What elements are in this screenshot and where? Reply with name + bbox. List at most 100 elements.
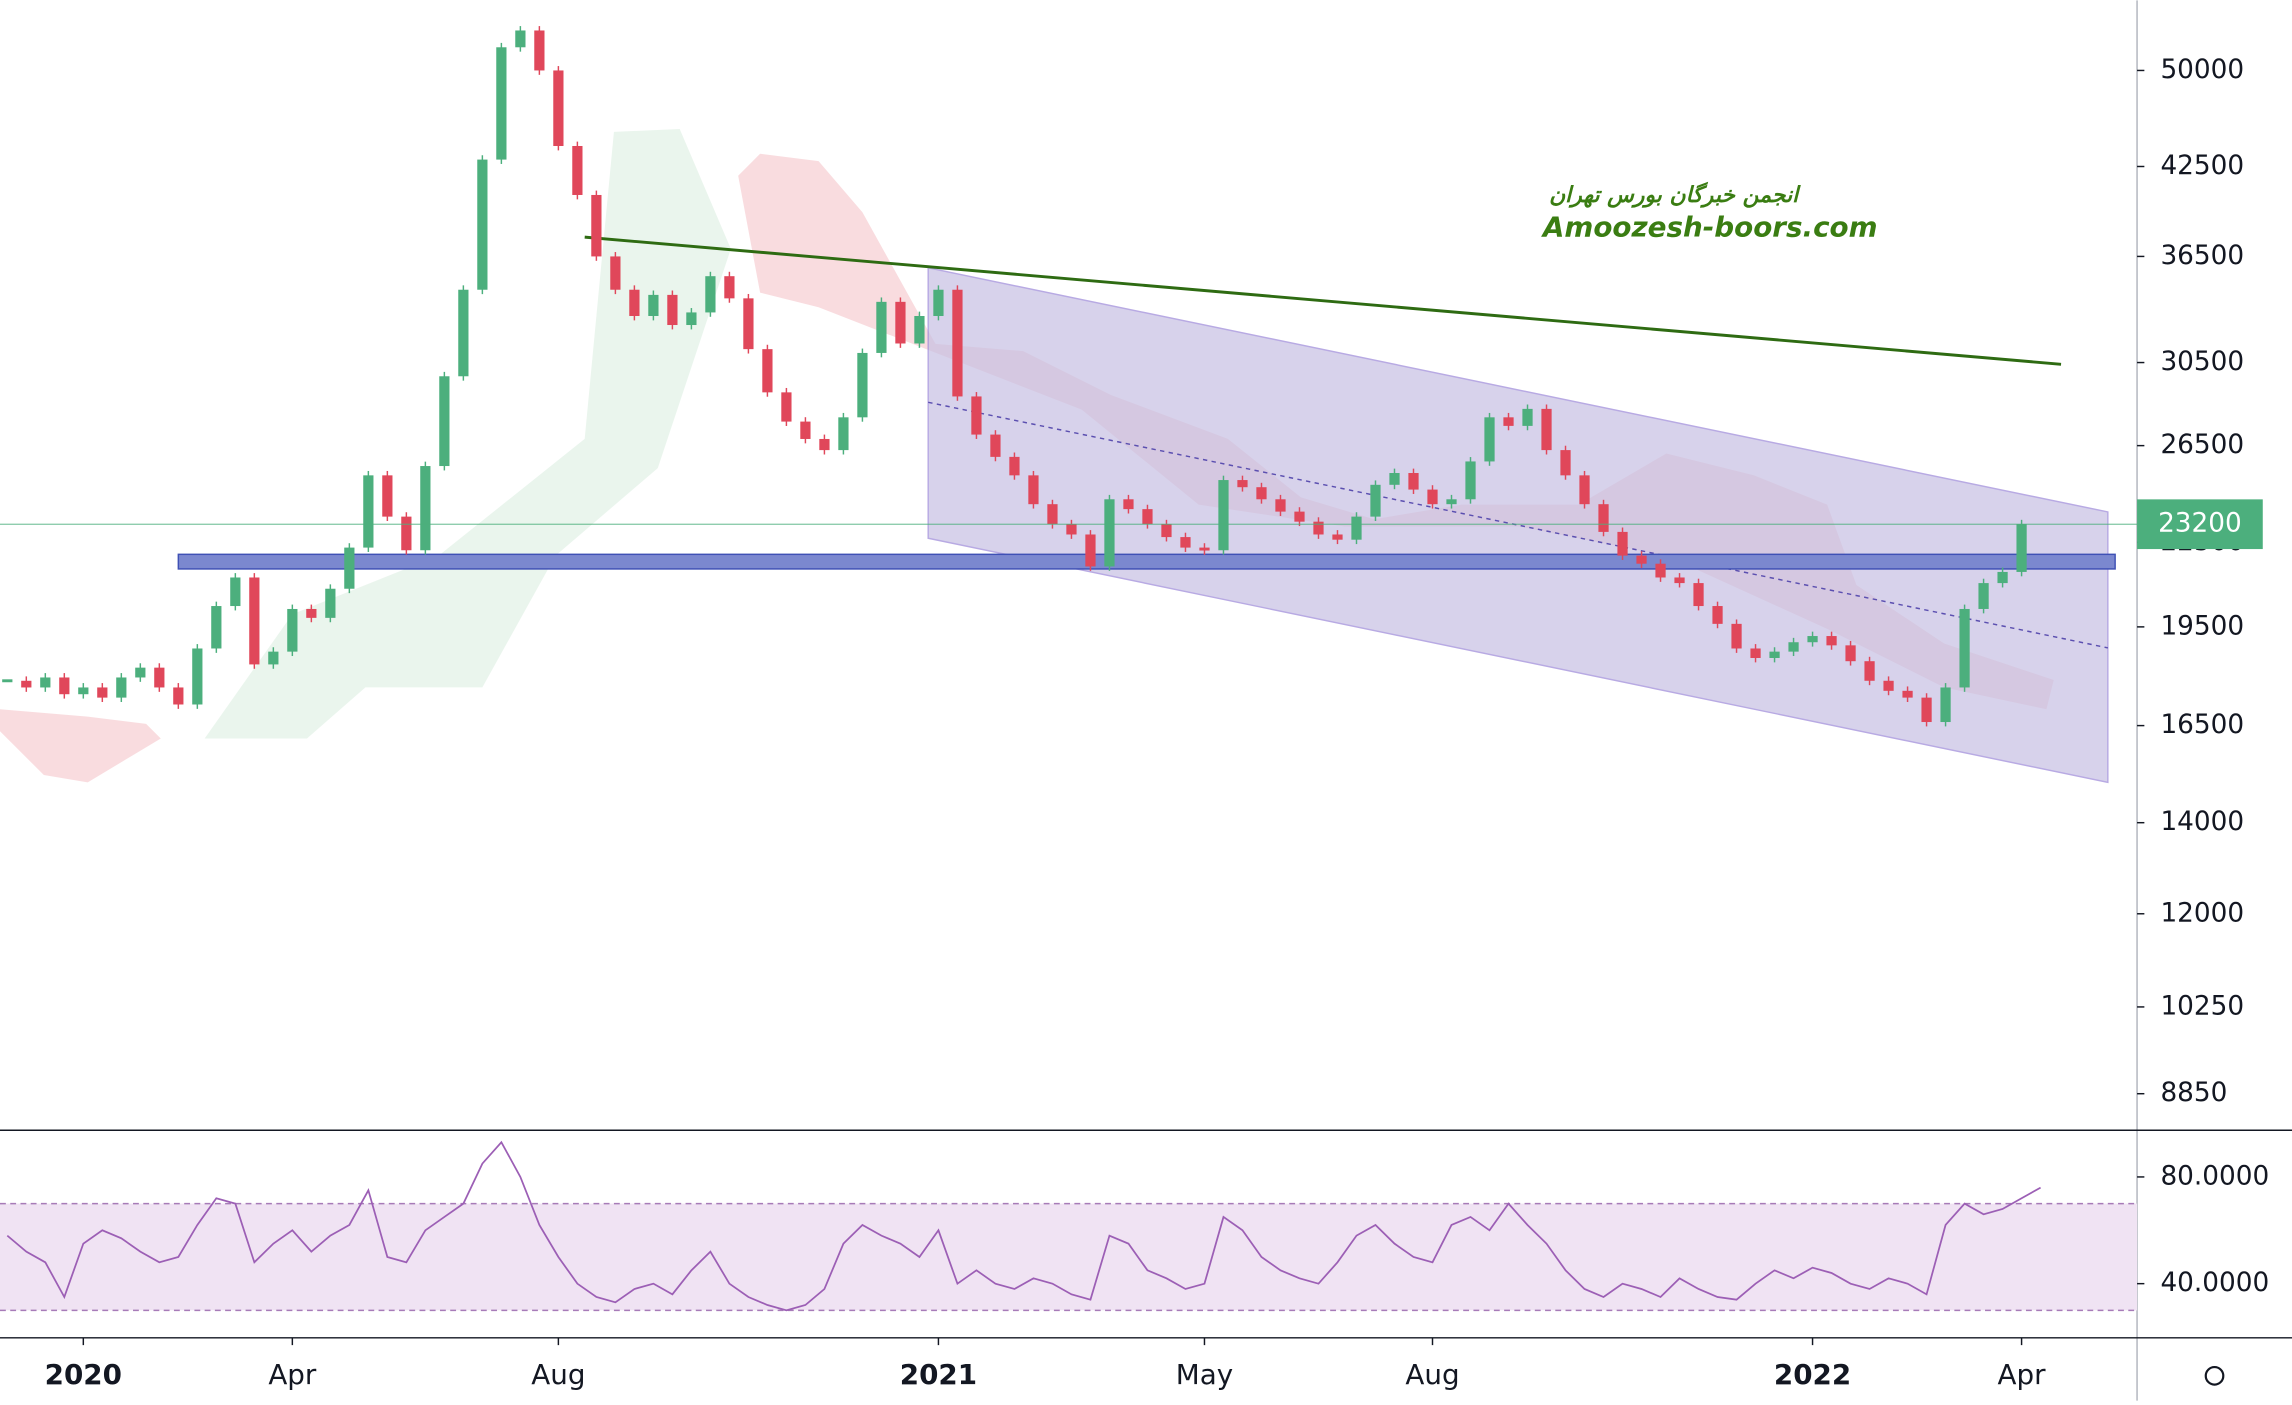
candle	[192, 648, 203, 705]
last-price-label: 23200	[2158, 509, 2242, 539]
candle	[211, 606, 222, 649]
candle	[971, 396, 982, 435]
candle	[59, 677, 70, 695]
x-tick-label: Aug	[1405, 1358, 1459, 1391]
y-tick-label: 12000	[2160, 898, 2244, 928]
candle	[477, 159, 488, 290]
watermark: Amoozesh-boors.com	[1541, 210, 1878, 243]
candle	[629, 289, 640, 316]
candle	[1731, 623, 1742, 649]
candle	[1446, 499, 1457, 505]
candle	[1636, 555, 1647, 564]
candle	[1940, 687, 1951, 723]
candle	[1256, 487, 1267, 500]
x-tick-label: Apr	[268, 1358, 317, 1391]
candle	[1066, 524, 1077, 535]
cloud	[204, 128, 731, 739]
candle	[1408, 473, 1419, 490]
candle	[1693, 583, 1704, 607]
channel	[927, 266, 2109, 784]
candle	[21, 680, 32, 688]
candle	[325, 588, 336, 618]
candle	[1921, 697, 1932, 723]
candle	[1104, 499, 1115, 567]
candle	[572, 145, 583, 195]
candle	[1807, 636, 1818, 643]
candle	[1275, 499, 1286, 512]
candle	[952, 289, 963, 397]
candle	[667, 294, 678, 326]
candle	[154, 667, 165, 688]
candle	[876, 301, 887, 353]
y-tick-label: 36500	[2160, 241, 2244, 271]
candle	[705, 276, 716, 313]
candle	[762, 349, 773, 393]
candle	[781, 392, 792, 422]
candle	[1598, 504, 1609, 532]
candle	[724, 276, 735, 299]
candle	[1180, 537, 1191, 548]
candle	[1218, 480, 1229, 551]
candle	[610, 256, 621, 290]
candle	[1503, 417, 1514, 426]
y-tick-label: 8850	[2160, 1078, 2227, 1108]
candle	[1959, 608, 1970, 688]
candle	[1788, 642, 1799, 652]
candle	[458, 289, 469, 377]
candle	[591, 194, 602, 257]
candle	[1845, 645, 1856, 662]
candle	[1389, 473, 1400, 485]
candle	[382, 475, 393, 517]
candle	[1009, 456, 1020, 476]
candle	[306, 608, 317, 618]
candle	[914, 315, 925, 344]
candle	[287, 608, 298, 652]
candle	[1237, 480, 1248, 488]
candle	[1427, 489, 1438, 505]
y-tick-label: 30500	[2160, 347, 2244, 377]
watermark: انجمن خبرگان بورس تهران	[1549, 181, 1801, 208]
candle	[1028, 475, 1039, 505]
settings-icon[interactable]	[2204, 1365, 2225, 1386]
candle	[895, 301, 906, 344]
support-zone	[177, 553, 2116, 570]
candle	[40, 677, 51, 688]
candle	[1655, 563, 1666, 578]
candle	[1370, 484, 1381, 517]
x-tick-label: Apr	[1998, 1358, 2047, 1391]
candle	[1199, 547, 1210, 551]
candle	[116, 677, 127, 698]
candle	[838, 417, 849, 451]
candle	[1313, 521, 1324, 535]
candle	[1541, 408, 1552, 451]
candle	[1465, 461, 1476, 500]
y-tick-label: 26500	[2160, 430, 2244, 460]
candle	[553, 70, 564, 146]
rsi-line	[6, 1140, 2042, 1312]
last-price-box	[2137, 499, 2263, 550]
candle	[819, 438, 830, 451]
y-tick-label: 10250	[2160, 991, 2244, 1021]
rsi-band	[0, 1203, 2138, 1311]
x-tick-label: May	[1176, 1358, 1233, 1391]
y-tick-label: 40.0000	[2160, 1268, 2269, 1298]
candle	[857, 352, 868, 418]
y-tick-label: 42500	[2160, 151, 2244, 181]
candle	[1332, 534, 1343, 540]
candle	[2, 679, 13, 683]
x-tick-label: Aug	[531, 1358, 585, 1391]
x-tick-label: 2020	[45, 1358, 122, 1391]
candle	[439, 376, 450, 467]
y-tick-label: 16500	[2160, 710, 2244, 740]
candle	[249, 577, 260, 665]
candle	[401, 516, 412, 551]
x-tick-label: 2021	[900, 1358, 977, 1391]
candle	[2016, 524, 2027, 572]
candle	[230, 577, 241, 607]
candle	[78, 687, 89, 695]
candle	[743, 298, 754, 350]
candle	[1674, 577, 1685, 584]
candle	[97, 687, 108, 698]
candle	[1579, 475, 1590, 505]
